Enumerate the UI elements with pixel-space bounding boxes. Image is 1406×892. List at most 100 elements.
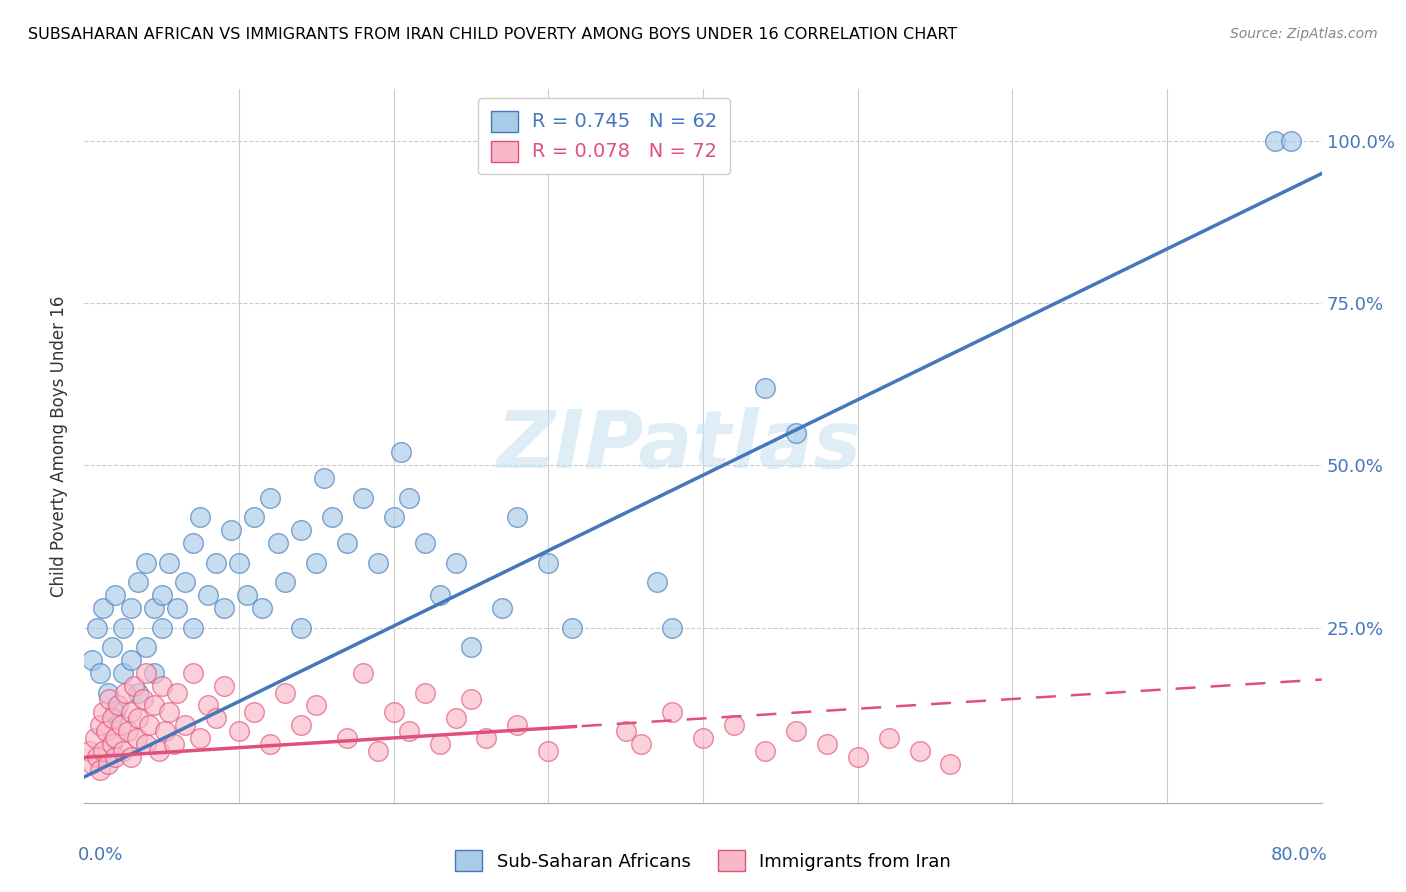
Point xyxy=(382,510,405,524)
Point xyxy=(143,698,166,713)
Point xyxy=(96,685,118,699)
Point xyxy=(181,621,204,635)
Point xyxy=(150,679,173,693)
Point xyxy=(754,381,776,395)
Point xyxy=(274,685,297,699)
Point xyxy=(159,705,180,719)
Point xyxy=(188,510,211,524)
Point xyxy=(413,536,436,550)
Point xyxy=(112,666,135,681)
Point xyxy=(846,750,869,764)
Point xyxy=(150,621,173,635)
Point xyxy=(290,621,312,635)
Point xyxy=(181,666,204,681)
Point xyxy=(96,756,118,771)
Point xyxy=(150,588,173,602)
Point xyxy=(127,711,149,725)
Point xyxy=(120,653,142,667)
Point xyxy=(188,731,211,745)
Point xyxy=(228,724,250,739)
Point xyxy=(398,491,420,505)
Point xyxy=(367,744,389,758)
Point xyxy=(143,666,166,681)
Point xyxy=(398,724,420,739)
Point xyxy=(212,679,235,693)
Point xyxy=(174,575,197,590)
Text: Source: ZipAtlas.com: Source: ZipAtlas.com xyxy=(1230,27,1378,41)
Point xyxy=(250,601,273,615)
Point xyxy=(219,524,242,538)
Point xyxy=(104,588,127,602)
Point xyxy=(367,556,389,570)
Point xyxy=(153,724,176,739)
Point xyxy=(125,731,148,745)
Point xyxy=(274,575,297,590)
Point xyxy=(243,510,266,524)
Point xyxy=(91,601,114,615)
Point xyxy=(197,588,219,602)
Point xyxy=(290,718,312,732)
Point xyxy=(382,705,405,719)
Point xyxy=(112,744,135,758)
Point xyxy=(305,556,328,570)
Point xyxy=(754,744,776,758)
Point xyxy=(785,724,807,739)
Point xyxy=(537,744,560,758)
Point xyxy=(661,621,683,635)
Point xyxy=(89,718,111,732)
Point xyxy=(101,640,124,654)
Point xyxy=(163,738,186,752)
Point xyxy=(138,718,160,732)
Point xyxy=(104,731,127,745)
Point xyxy=(228,556,250,570)
Point xyxy=(86,621,108,635)
Point xyxy=(336,536,359,550)
Point xyxy=(243,705,266,719)
Point xyxy=(112,621,135,635)
Point xyxy=(290,524,312,538)
Legend: R = 0.745   N = 62, R = 0.078   N = 72: R = 0.745 N = 62, R = 0.078 N = 72 xyxy=(478,98,730,174)
Point xyxy=(117,724,139,739)
Point xyxy=(114,685,136,699)
Point xyxy=(89,666,111,681)
Legend: Sub-Saharan Africans, Immigrants from Iran: Sub-Saharan Africans, Immigrants from Ir… xyxy=(449,843,957,879)
Point xyxy=(1264,134,1286,148)
Point xyxy=(107,698,129,713)
Point xyxy=(614,724,637,739)
Point xyxy=(120,601,142,615)
Point xyxy=(84,731,107,745)
Point xyxy=(91,744,114,758)
Point xyxy=(785,425,807,440)
Point xyxy=(723,718,745,732)
Point xyxy=(174,718,197,732)
Point xyxy=(692,731,714,745)
Point xyxy=(259,491,281,505)
Point xyxy=(305,698,328,713)
Point xyxy=(389,445,413,459)
Point xyxy=(444,711,467,725)
Point xyxy=(1279,134,1302,148)
Point xyxy=(321,510,343,524)
Point xyxy=(82,756,104,771)
Point xyxy=(429,738,451,752)
Point xyxy=(122,679,145,693)
Point xyxy=(89,764,111,778)
Point xyxy=(143,601,166,615)
Point xyxy=(212,601,235,615)
Point xyxy=(98,692,121,706)
Point xyxy=(135,640,157,654)
Point xyxy=(110,718,132,732)
Text: 80.0%: 80.0% xyxy=(1271,846,1327,863)
Point xyxy=(413,685,436,699)
Point xyxy=(645,575,668,590)
Point xyxy=(429,588,451,602)
Point xyxy=(630,738,652,752)
Point xyxy=(101,738,124,752)
Point xyxy=(101,711,124,725)
Point xyxy=(259,738,281,752)
Point xyxy=(661,705,683,719)
Point xyxy=(166,685,188,699)
Point xyxy=(537,556,560,570)
Point xyxy=(352,491,374,505)
Point xyxy=(86,750,108,764)
